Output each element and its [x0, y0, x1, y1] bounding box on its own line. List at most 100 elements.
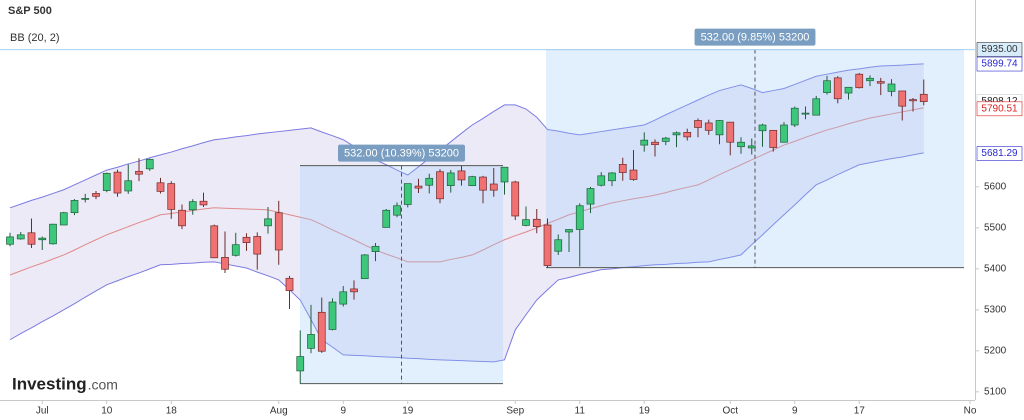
- candle-body: [844, 86, 853, 94]
- candle-body: [6, 236, 14, 245]
- x-tick-label: 10: [101, 406, 113, 417]
- candle-body: [49, 223, 57, 245]
- candle-body: [414, 185, 423, 189]
- x-tick-label: 9: [340, 406, 346, 417]
- candle-body: [167, 183, 176, 210]
- candle-body: [554, 239, 563, 252]
- x-tick-label: 18: [166, 406, 178, 417]
- x-tick-label: 9: [792, 406, 798, 417]
- candles-layer: [6, 72, 928, 384]
- chart-title: S&P 500: [8, 5, 52, 17]
- bands-layer: [9, 63, 924, 363]
- candle-body: [629, 169, 638, 180]
- candle-body: [210, 225, 219, 259]
- measure-label-bg: [338, 144, 465, 162]
- candle-body: [188, 201, 197, 211]
- price-marker-box: [976, 101, 1023, 117]
- candle-body: [769, 129, 778, 148]
- candle-body: [522, 219, 530, 226]
- candle-body: [145, 159, 154, 170]
- price-marker-label: 5790.51: [981, 103, 1018, 114]
- candle-body: [242, 236, 251, 243]
- candle-body: [317, 311, 326, 352]
- candle-body: [855, 73, 864, 89]
- candle-body: [457, 170, 466, 181]
- candle-body: [16, 234, 25, 240]
- candle-body: [575, 205, 584, 230]
- candle-body: [264, 218, 272, 227]
- measure-label: 532.00 (9.85%) 53200: [701, 31, 810, 43]
- logo-text: Investing: [12, 374, 87, 393]
- candle-body: [221, 257, 229, 270]
- upper-band: [9, 63, 924, 209]
- price-marker-box: [976, 56, 1023, 72]
- candle-body: [887, 83, 896, 92]
- candle-body: [70, 200, 79, 214]
- candle-body: [511, 181, 520, 217]
- candle-body: [812, 98, 821, 116]
- candle-body: [92, 193, 100, 197]
- price-marker-box: [976, 42, 1023, 57]
- candle-body: [586, 188, 595, 205]
- candle-body: [403, 183, 412, 205]
- candle-body: [919, 93, 928, 102]
- candle-body: [898, 90, 907, 107]
- candle-body: [715, 120, 724, 136]
- candle-body: [135, 170, 143, 175]
- candle-body: [876, 81, 885, 84]
- candle-body: [425, 177, 434, 186]
- candle-body: [393, 205, 401, 216]
- x-tick-label: 11: [575, 406, 586, 417]
- candle-body: [253, 236, 262, 255]
- y-tick-label: 5600: [984, 182, 1007, 193]
- candle-body: [651, 141, 659, 146]
- candle-body: [339, 291, 348, 305]
- candle-body: [285, 277, 294, 291]
- x-tick-label: 17: [854, 406, 866, 417]
- x-tick-label: Jul: [36, 406, 49, 417]
- band-fill: [10, 63, 924, 362]
- candle-body: [360, 254, 369, 280]
- logo-suffix: .com: [88, 377, 118, 393]
- candle-body: [328, 301, 337, 330]
- y-tick-label: 5200: [984, 345, 1007, 356]
- candle-body: [296, 356, 305, 372]
- y-tick-label: 5100: [984, 386, 1007, 397]
- candle-body: [479, 176, 487, 191]
- candle-body: [274, 212, 283, 251]
- candle-body: [307, 334, 315, 349]
- candle-body: [543, 224, 552, 266]
- measure-label: 532.00 (10.39%) 53200: [344, 147, 459, 159]
- candle-body: [436, 171, 444, 200]
- candle-body: [102, 173, 111, 191]
- candle-body: [747, 145, 756, 149]
- candle-body: [823, 80, 831, 93]
- candle-body: [371, 245, 380, 252]
- x-tick-label: No: [964, 406, 977, 417]
- candle-body: [156, 182, 165, 192]
- candle-body: [178, 209, 186, 227]
- candle-body: [350, 288, 358, 293]
- candle-body: [124, 180, 133, 192]
- y-tick-label: 5400: [984, 263, 1007, 274]
- candle-body: [597, 175, 606, 186]
- y-tick-label: 5500: [984, 223, 1007, 234]
- candle-body: [199, 200, 208, 206]
- candle-body: [661, 137, 670, 142]
- y-tick-label: 5300: [984, 304, 1007, 315]
- lower-band: [9, 152, 924, 363]
- x-tick-label: 19: [639, 406, 651, 417]
- candle-body: [565, 229, 573, 233]
- candle-body: [909, 99, 917, 102]
- price-marker-label: 5935.00: [981, 44, 1018, 55]
- candle-body: [27, 232, 36, 245]
- x-tick-label: Sep: [506, 406, 524, 417]
- candle-body: [618, 163, 627, 173]
- candle-body: [608, 172, 616, 182]
- x-tick-label: 19: [402, 406, 414, 417]
- candle-body: [780, 124, 788, 143]
- candle-body: [532, 218, 541, 227]
- indicator-label: BB (20, 2): [10, 32, 60, 44]
- candle-body: [683, 132, 692, 138]
